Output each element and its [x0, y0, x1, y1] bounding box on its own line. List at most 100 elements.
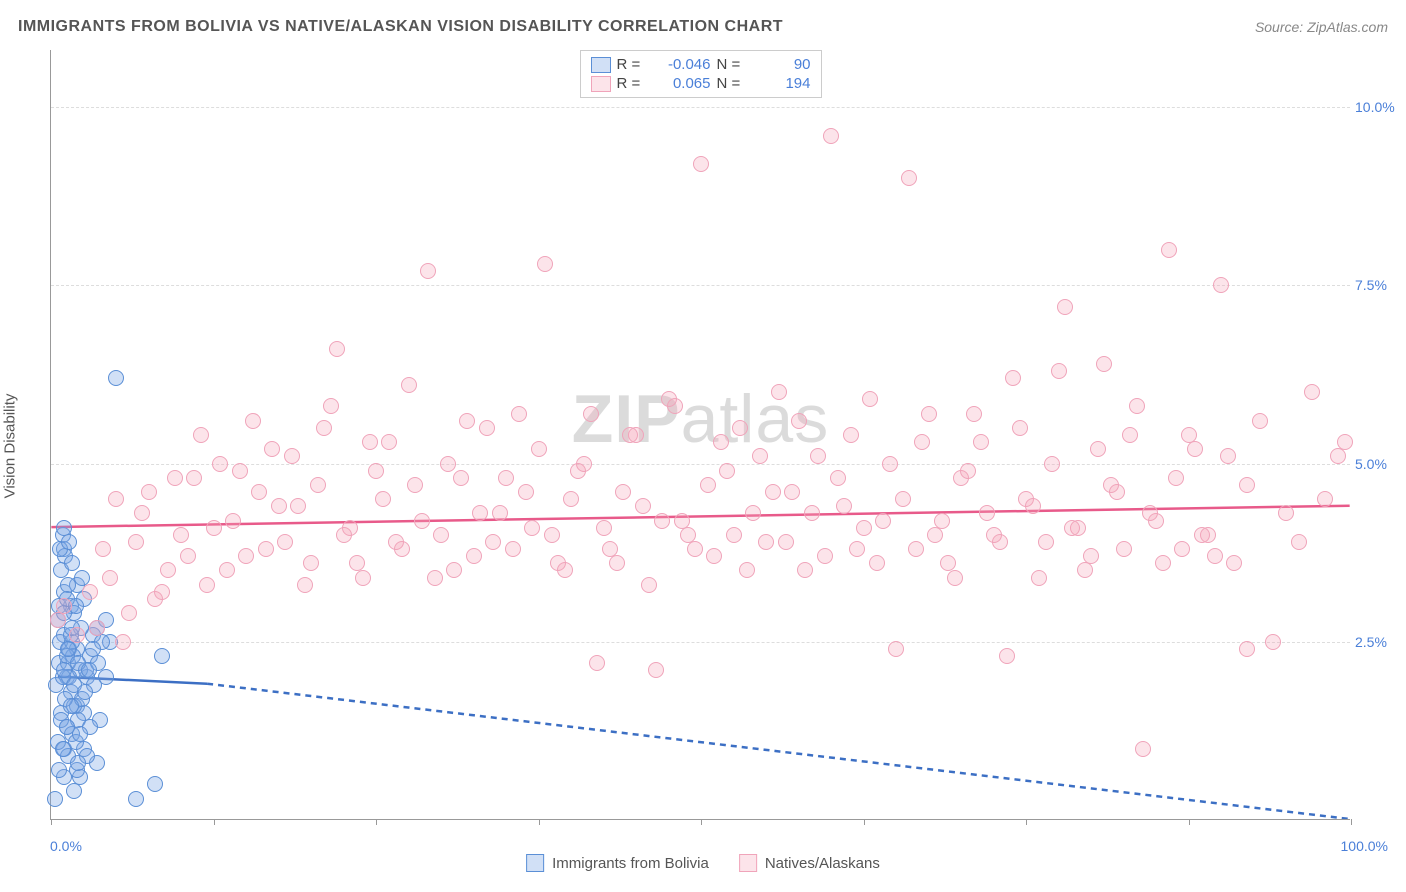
scatter-point [921, 406, 937, 422]
scatter-point [1005, 370, 1021, 386]
scatter-point [69, 627, 85, 643]
scatter-point [1291, 534, 1307, 550]
legend-correlation-box: R = -0.046 N = 90 R = 0.065 N = 194 [580, 50, 822, 98]
scatter-point [56, 598, 72, 614]
legend-R-label: R = [617, 56, 645, 73]
legend-R-value-1: 0.065 [651, 75, 711, 92]
scatter-point [1116, 541, 1132, 557]
scatter-point [836, 498, 852, 514]
x-axis-min-label: 0.0% [50, 838, 82, 854]
scatter-point [186, 470, 202, 486]
scatter-point [60, 641, 76, 657]
scatter-point [875, 513, 891, 529]
scatter-point [459, 413, 475, 429]
scatter-point [141, 484, 157, 500]
ytick-label: 2.5% [1355, 634, 1400, 650]
scatter-point [401, 377, 417, 393]
scatter-point [1057, 299, 1073, 315]
scatter-point [615, 484, 631, 500]
scatter-point [290, 498, 306, 514]
scatter-point [1038, 534, 1054, 550]
scatter-point [199, 577, 215, 593]
plot-area: ZIPatlas R = -0.046 N = 90 R = 0.065 N =… [50, 50, 1350, 820]
scatter-point [50, 612, 66, 628]
scatter-point [1213, 277, 1229, 293]
scatter-point [732, 420, 748, 436]
source-label: Source: [1255, 19, 1303, 35]
scatter-point [154, 648, 170, 664]
scatter-point [719, 463, 735, 479]
watermark-rest: atlas [681, 381, 830, 457]
scatter-point [147, 776, 163, 792]
scatter-point [310, 477, 326, 493]
xtick-mark [214, 819, 215, 825]
scatter-point [622, 427, 638, 443]
scatter-point [1129, 398, 1145, 414]
scatter-point [1155, 555, 1171, 571]
scatter-point [888, 641, 904, 657]
scatter-point [180, 548, 196, 564]
scatter-point [1051, 363, 1067, 379]
scatter-point [817, 548, 833, 564]
scatter-point [472, 505, 488, 521]
scatter-point [537, 256, 553, 272]
scatter-point [95, 541, 111, 557]
scatter-point [505, 541, 521, 557]
scatter-point [407, 477, 423, 493]
scatter-point [563, 491, 579, 507]
scatter-point [225, 513, 241, 529]
scatter-point [1135, 741, 1151, 757]
legend-series-names: Immigrants from Bolivia Natives/Alaskans [526, 854, 880, 872]
scatter-point [1161, 242, 1177, 258]
y-axis-label: Vision Disability [2, 394, 19, 499]
legend-swatch-0 [591, 57, 611, 73]
legend-row-series-1: R = 0.065 N = 194 [591, 74, 811, 93]
scatter-point [121, 605, 137, 621]
scatter-point [59, 719, 75, 735]
scatter-point [966, 406, 982, 422]
scatter-point [661, 391, 677, 407]
scatter-point [128, 791, 144, 807]
scatter-point [1064, 520, 1080, 536]
scatter-point [641, 577, 657, 593]
scatter-point [1077, 562, 1093, 578]
scatter-point [693, 156, 709, 172]
scatter-point [1181, 427, 1197, 443]
scatter-point [61, 534, 77, 550]
gridline [51, 642, 1350, 643]
scatter-point [154, 584, 170, 600]
scatter-point [524, 520, 540, 536]
scatter-point [492, 505, 508, 521]
scatter-point [557, 562, 573, 578]
scatter-point [544, 527, 560, 543]
scatter-point [784, 484, 800, 500]
legend-R-value-0: -0.046 [651, 56, 711, 73]
legend-N-value-1: 194 [751, 75, 811, 92]
scatter-point [778, 534, 794, 550]
scatter-point [947, 570, 963, 586]
xtick-mark [376, 819, 377, 825]
x-axis-max-label: 100.0% [1341, 838, 1388, 854]
scatter-point [687, 541, 703, 557]
legend-row-series-0: R = -0.046 N = 90 [591, 55, 811, 74]
scatter-point [498, 470, 514, 486]
scatter-point [485, 534, 501, 550]
scatter-point [108, 491, 124, 507]
scatter-point [115, 634, 131, 650]
scatter-point [238, 548, 254, 564]
scatter-point [336, 527, 352, 543]
scatter-point [882, 456, 898, 472]
legend-item-1: Natives/Alaskans [739, 854, 880, 872]
scatter-point [1025, 498, 1041, 514]
scatter-point [745, 505, 761, 521]
scatter-point [1252, 413, 1268, 429]
scatter-point [134, 505, 150, 521]
scatter-point [511, 406, 527, 422]
scatter-point [791, 413, 807, 429]
scatter-point [648, 662, 664, 678]
scatter-point [765, 484, 781, 500]
legend-N-value-0: 90 [751, 56, 811, 73]
scatter-point [739, 562, 755, 578]
chart-title: IMMIGRANTS FROM BOLIVIA VS NATIVE/ALASKA… [18, 18, 783, 36]
scatter-point [362, 434, 378, 450]
